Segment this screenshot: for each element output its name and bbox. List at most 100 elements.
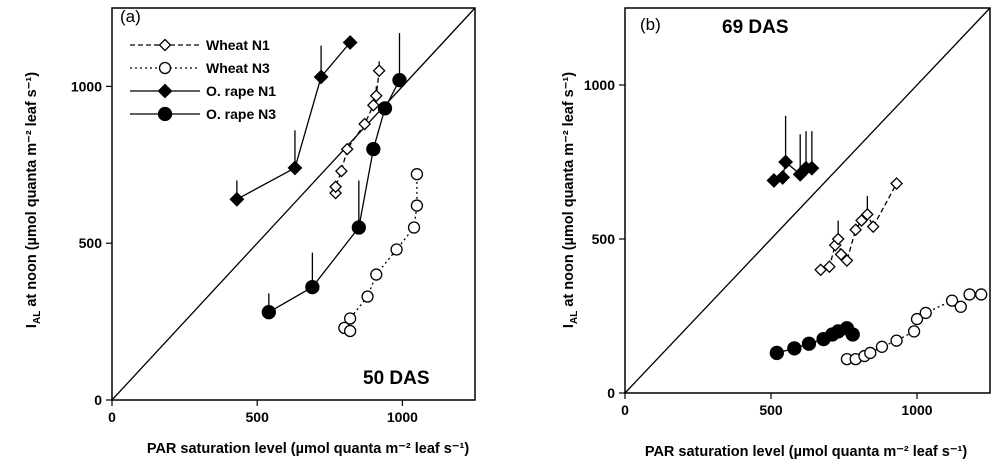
data-point: [919, 306, 932, 320]
y-axis-label-main: I: [561, 324, 577, 328]
data-point: [340, 142, 354, 156]
y-tick-label: 1000: [584, 77, 615, 93]
data-point: [392, 72, 407, 88]
panel-label: (a): [120, 7, 141, 26]
data-point: [313, 69, 329, 85]
data-point: [351, 220, 366, 235]
legend-label: O. rape N1: [206, 83, 276, 99]
data-point: [369, 89, 383, 103]
data-point: [866, 220, 880, 234]
series-line: [236, 42, 351, 200]
data-point: [864, 346, 877, 360]
data-point: [855, 214, 868, 227]
y-tick-label: 1000: [71, 78, 102, 94]
data-point: [840, 254, 854, 267]
data-point: [769, 345, 784, 361]
data-point: [329, 180, 343, 194]
legend-label: Wheat N3: [206, 60, 270, 76]
data-point: [229, 191, 245, 207]
data-point: [963, 288, 976, 301]
series-line: [344, 174, 418, 333]
data-point: [831, 232, 845, 246]
one-to-one-line: [111, 7, 476, 401]
data-point: [370, 268, 383, 281]
data-point: [775, 169, 791, 185]
series-o-rape-n3: [769, 321, 860, 361]
y-axis-label: IAL at noon (µmol quanta m⁻² leaf s⁻¹): [24, 72, 43, 328]
y-axis-label-main: I: [24, 324, 40, 328]
data-point: [410, 168, 424, 181]
y-tick-label: 0: [607, 385, 615, 401]
data-point: [407, 221, 421, 234]
chart-panel-b: 0 500 1000 0 500 1000 PAR saturation level (µm…: [561, 7, 991, 460]
data-point: [287, 160, 303, 176]
data-point: [410, 199, 424, 212]
legend: Wheat N1 Wheat N3 O. rape N1 O. rape N3: [130, 37, 276, 122]
data-point: [910, 312, 924, 326]
x-tick-label: 0: [108, 409, 116, 425]
legend-marker: [158, 61, 172, 75]
chart-panel-a: 0 500 1000 0 500 1000 PAR saturation level (µm…: [24, 7, 476, 457]
das-annotation: 50 DAS: [363, 368, 430, 389]
y-axis-label-subscript: AL: [569, 311, 580, 324]
das-annotation: 69 DAS: [722, 17, 789, 38]
data-point: [834, 247, 848, 261]
y-tick-label: 500: [592, 231, 616, 247]
data-point: [343, 324, 357, 338]
data-point: [975, 288, 988, 301]
data-point: [907, 325, 921, 338]
series-o-rape-n1: [766, 115, 820, 188]
data-point: [377, 101, 393, 116]
y-axis-label: IAL at noon (µmol quanta m⁻² leaf s⁻¹): [561, 72, 580, 328]
y-axis-label-rest: at noon (µmol quanta m⁻² leaf s⁻¹): [561, 72, 577, 311]
data-point: [358, 117, 372, 131]
data-point: [945, 294, 959, 307]
y-tick-label: 500: [79, 235, 103, 251]
data-point: [787, 341, 802, 356]
series-o-rape-n1: [229, 35, 358, 207]
data-point: [334, 164, 348, 178]
data-point: [390, 243, 403, 256]
series-wheat-n3: [338, 168, 424, 338]
series-wheat-n1: [329, 61, 386, 200]
data-point: [261, 305, 276, 320]
one-to-one-line: [624, 7, 991, 394]
series-line: [820, 183, 898, 271]
data-point: [954, 300, 967, 313]
x-axis-label: PAR saturation level (µmol quanta m⁻² le…: [147, 441, 469, 457]
x-tick-label: 0: [621, 402, 629, 418]
data-point: [778, 154, 794, 170]
y-axis-label-rest: at noon (µmol quanta m⁻² leaf s⁻¹): [24, 72, 40, 311]
x-tick-label: 1000: [387, 409, 418, 425]
data-point: [860, 207, 874, 221]
y-axis-label-subscript: AL: [32, 311, 43, 324]
panel-label: (b): [640, 15, 661, 34]
legend-marker: [157, 106, 173, 122]
plot-frame: [111, 7, 476, 401]
data-point: [849, 223, 863, 237]
data-point: [845, 327, 860, 342]
series-wheat-n3: [840, 288, 988, 366]
data-point: [305, 279, 320, 295]
legend-label: Wheat N1: [206, 37, 270, 53]
data-point: [875, 340, 889, 353]
series-o-rape-n3: [261, 33, 407, 320]
data-point: [822, 260, 836, 274]
data-point: [361, 290, 374, 303]
legend-marker: [158, 38, 172, 52]
series-wheat-n1: [814, 177, 903, 277]
x-tick-label: 500: [246, 409, 270, 425]
legend-marker: [157, 83, 173, 99]
data-point: [801, 336, 817, 351]
data-point: [343, 312, 357, 325]
legend-label: O. rape N3: [206, 106, 276, 122]
x-tick-label: 500: [759, 402, 783, 418]
plot-frame: [624, 7, 991, 394]
x-tick-label: 1000: [901, 402, 932, 418]
data-point: [804, 160, 820, 176]
data-point: [342, 35, 358, 50]
data-point: [890, 177, 903, 190]
data-point: [372, 64, 386, 78]
x-axis-label: PAR saturation level (µmol quanta m⁻² le…: [645, 444, 967, 460]
